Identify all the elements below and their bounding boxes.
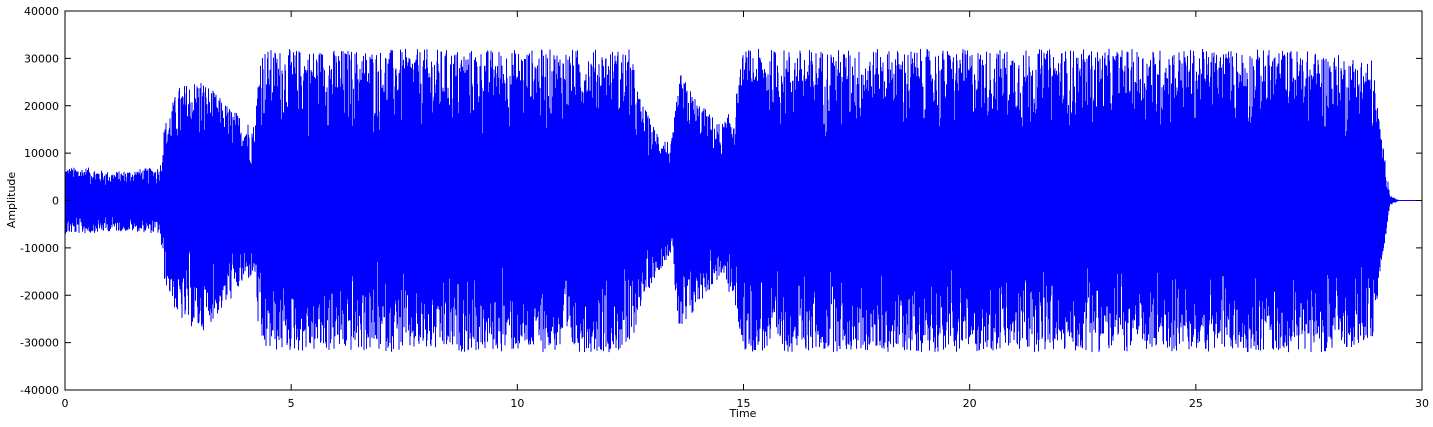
x-tick-label: 15	[737, 397, 751, 410]
waveform-series	[65, 48, 1422, 353]
y-tick-label: -10000	[20, 242, 59, 255]
x-tick-label: 0	[62, 397, 69, 410]
y-tick-label: -40000	[20, 384, 59, 397]
x-tick-label: 20	[963, 397, 977, 410]
waveform-line	[65, 48, 1400, 353]
y-tick-label: 40000	[24, 5, 59, 18]
y-tick-label: 10000	[24, 147, 59, 160]
y-tick-label: 0	[52, 195, 59, 208]
y-tick-label: -30000	[20, 337, 59, 350]
x-axis-label: Time	[729, 407, 757, 420]
plot-area	[65, 48, 1422, 353]
x-axis-ticks: 0 5 10 15 20 25 30	[62, 11, 1429, 410]
y-tick-label: 30000	[24, 52, 59, 65]
x-tick-label: 25	[1189, 397, 1203, 410]
x-tick-label: 10	[510, 397, 524, 410]
y-tick-label: 20000	[24, 100, 59, 113]
y-tick-label: -20000	[20, 289, 59, 302]
y-axis-ticks: -40000 -30000 -20000 -10000 0 10000 20000 30000…	[20, 5, 1422, 397]
x-tick-label: 30	[1415, 397, 1429, 410]
y-axis-label: Amplitude	[5, 172, 18, 229]
x-tick-label: 5	[288, 397, 295, 410]
